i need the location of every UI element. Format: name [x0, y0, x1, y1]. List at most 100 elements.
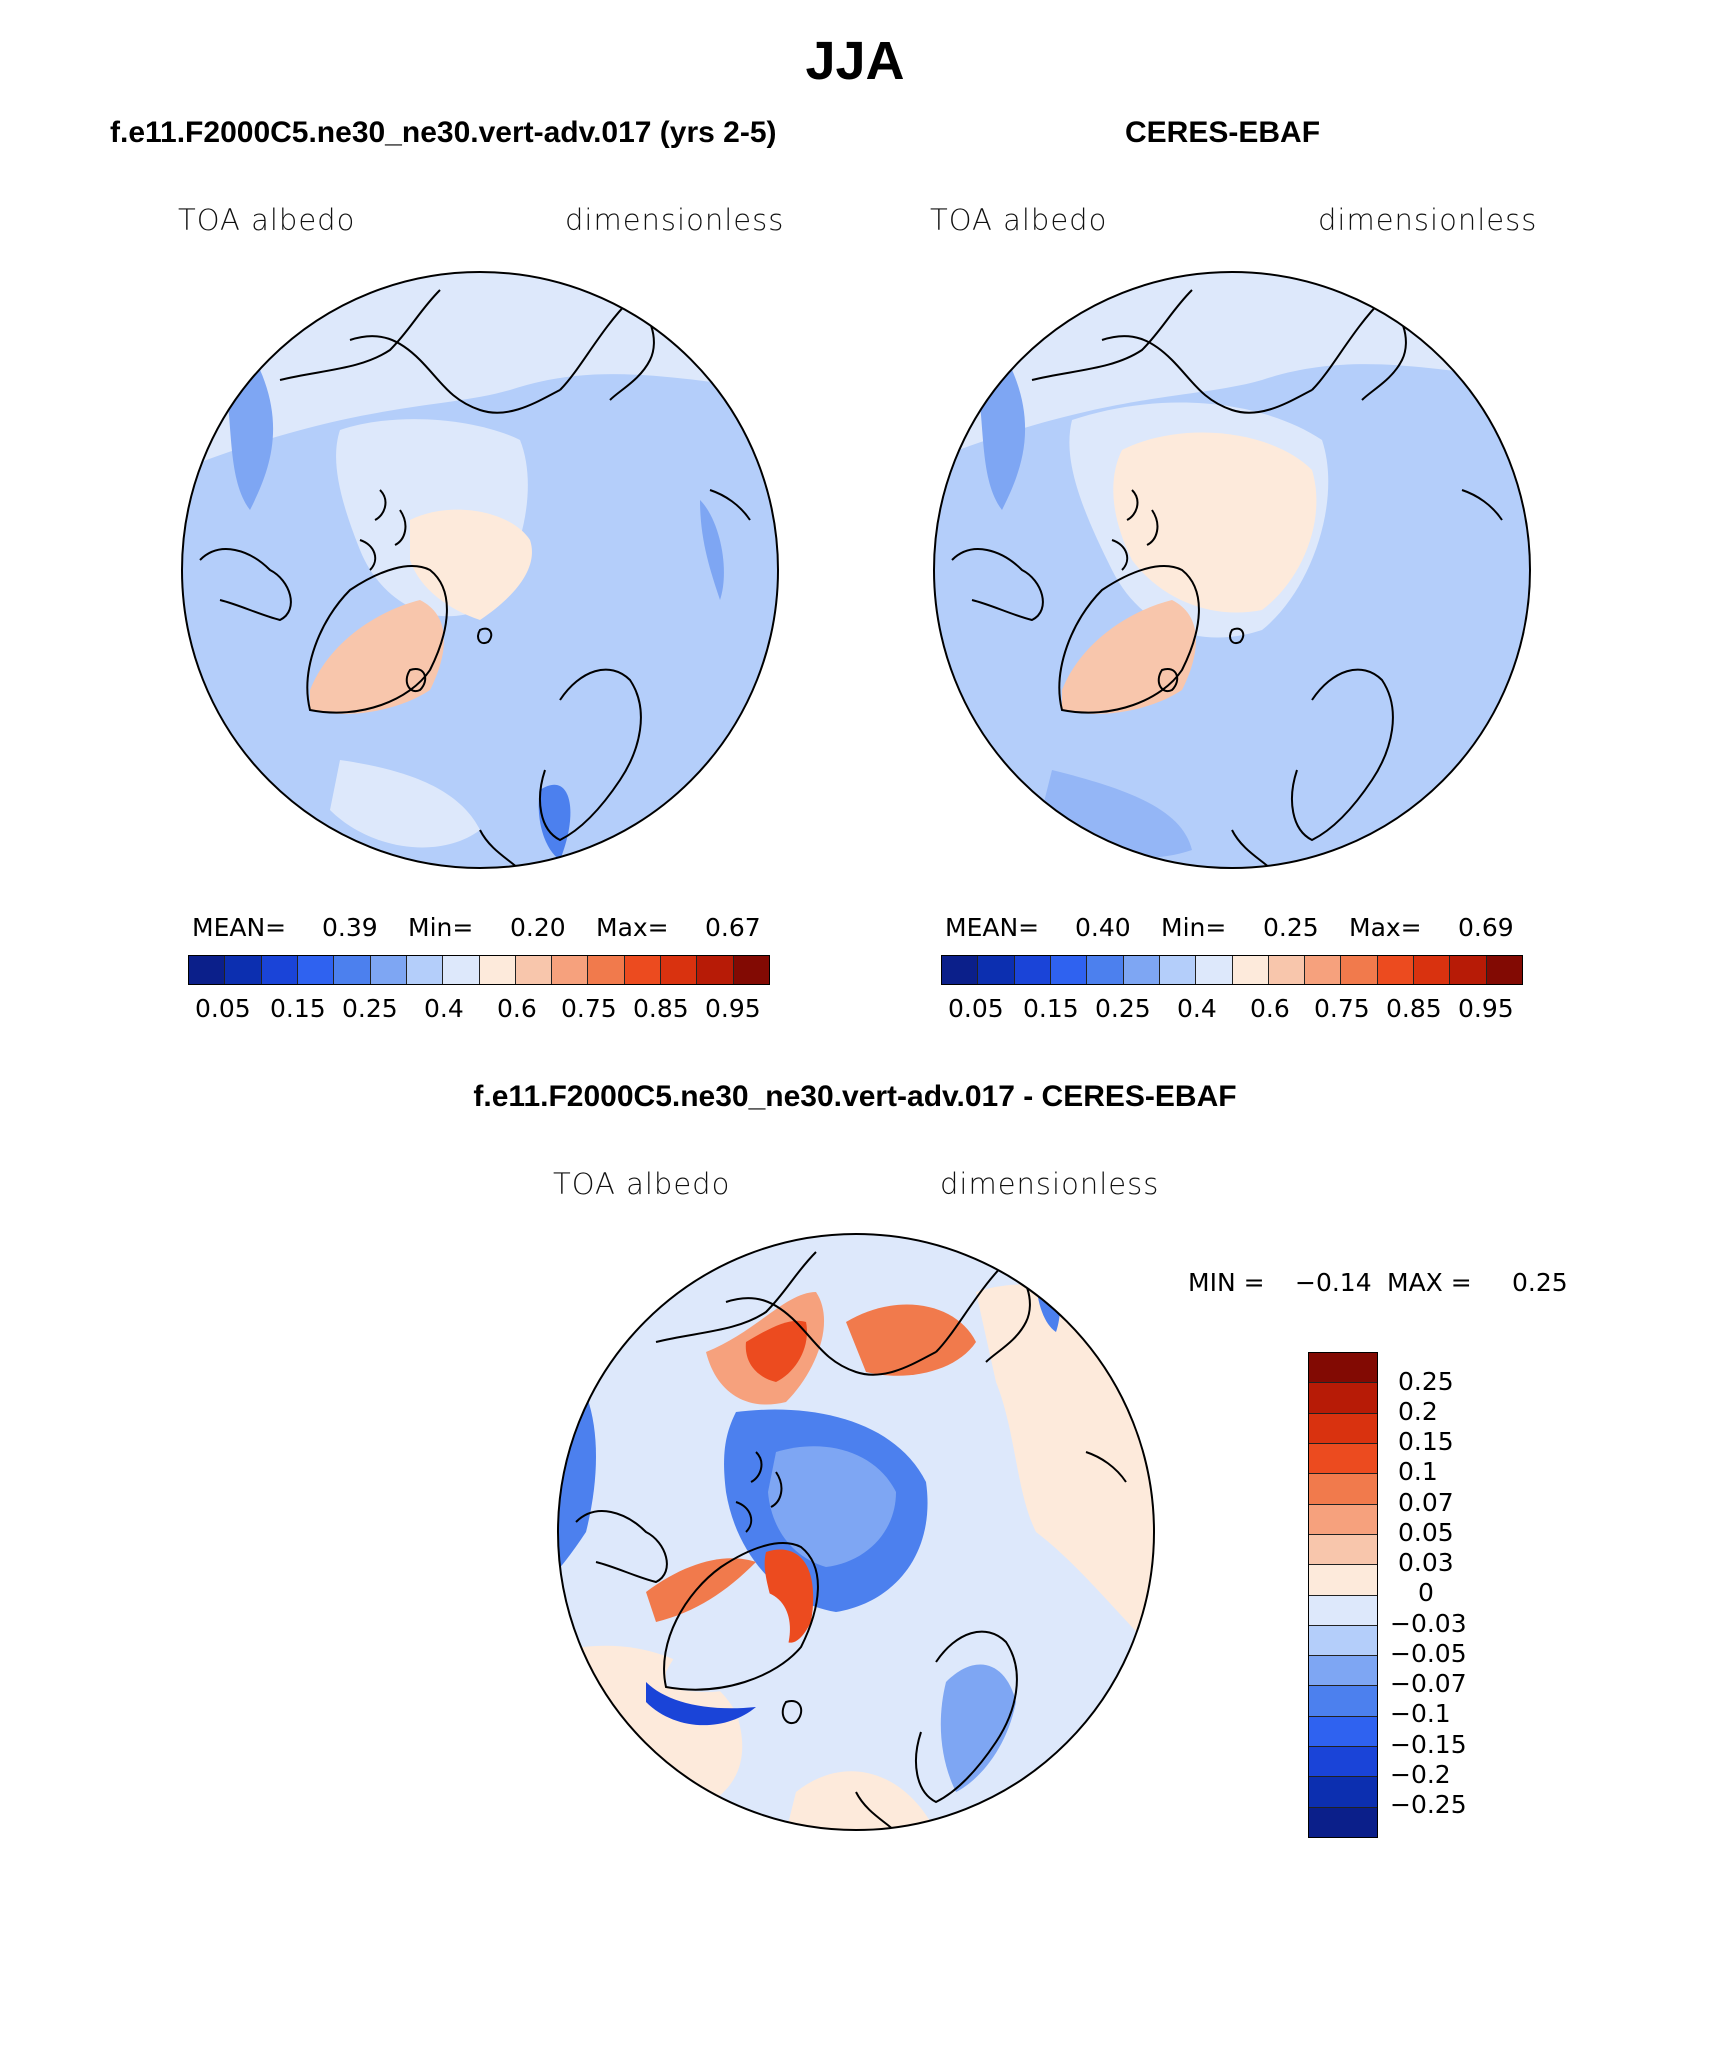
diff-tick-9: −0.03	[1390, 1609, 1467, 1638]
diff-tick-5: 0.07	[1398, 1488, 1454, 1517]
obs-tick-4: 0.4	[1177, 994, 1217, 1023]
obs-mean-label: MEAN=	[945, 913, 1040, 942]
model-tick-5: 0.6	[497, 994, 537, 1023]
model-units-label: dimensionless	[565, 203, 785, 237]
model-polar-map	[181, 271, 779, 869]
model-north-land-field	[182, 272, 778, 470]
diff-max-value: 0.25	[1512, 1268, 1568, 1297]
model-min-value: 0.20	[510, 913, 566, 942]
obs-max-value: 0.69	[1458, 913, 1514, 942]
model-max-label: Max=	[596, 913, 669, 942]
diff-min-value: −0.14	[1295, 1268, 1372, 1297]
diff-colorbar-swatch-12	[1309, 1686, 1377, 1717]
diff-scandinavia-negative	[940, 1664, 1016, 1792]
model-tick-4: 0.4	[424, 994, 464, 1023]
model-map-boundary	[181, 271, 779, 869]
obs-tick-6: 0.75	[1314, 994, 1370, 1023]
diff-colorbar-swatch-9	[1309, 1595, 1377, 1626]
obs-map-boundary	[933, 271, 1531, 869]
model-colorbar-swatch-13	[624, 956, 662, 984]
diff-tick-10: −0.05	[1390, 1639, 1467, 1668]
model-colorbar-swatch-2	[225, 956, 262, 984]
diff-colorbar-swatch-2	[1309, 1383, 1377, 1414]
model-tick-3: 0.25	[342, 994, 398, 1023]
diff-units-label: dimensionless	[940, 1167, 1160, 1201]
obs-colorbar-swatch-6	[1123, 956, 1160, 984]
diff-variable-label: TOA albedo	[553, 1167, 731, 1201]
obs-colorbar-swatch-7	[1159, 956, 1197, 984]
model-mean-value: 0.39	[322, 913, 378, 942]
obs-tick-7: 0.85	[1386, 994, 1442, 1023]
model-colorbar-swatch-4	[297, 956, 335, 984]
diff-min-label: MIN =	[1188, 1268, 1265, 1297]
diff-tick-13: −0.15	[1390, 1730, 1467, 1759]
model-tick-2: 0.15	[270, 994, 326, 1023]
diff-greenland-interior	[666, 1592, 790, 1692]
diff-colorbar-swatch-15	[1309, 1777, 1377, 1808]
obs-colorbar	[941, 955, 1523, 985]
obs-greenland-field	[1062, 600, 1196, 714]
obs-units-label: dimensionless	[1318, 203, 1538, 237]
obs-tick-2: 0.15	[1023, 994, 1079, 1023]
model-min-label: Min=	[408, 913, 474, 942]
diff-colorbar-swatch-4	[1309, 1443, 1377, 1475]
model-colorbar-swatch-6	[370, 956, 407, 984]
model-greenland-field	[310, 600, 444, 714]
model-colorbar-swatch-7	[406, 956, 444, 984]
model-max-value: 0.67	[705, 913, 761, 942]
diff-greenland-margin-negative	[646, 1682, 756, 1726]
model-pacific-patch	[700, 500, 724, 600]
diff-colorbar-swatch-13	[1309, 1716, 1377, 1748]
model-mean-label: MEAN=	[192, 913, 287, 942]
model-colorbar	[188, 955, 770, 985]
model-colorbar-swatch-15	[697, 956, 734, 984]
diff-colorbar-swatch-8	[1309, 1565, 1377, 1596]
model-colorbar-swatch-14	[661, 956, 698, 984]
diff-colorbar-swatch-7	[1309, 1534, 1377, 1566]
model-colorbar-swatch-11	[552, 956, 589, 984]
diff-siberia-core	[745, 1320, 807, 1382]
diff-alaska-positive	[846, 1304, 976, 1376]
model-tick-8: 0.95	[705, 994, 761, 1023]
obs-variable-label: TOA albedo	[930, 203, 1108, 237]
diff-tick-2: 0.2	[1398, 1397, 1438, 1426]
model-colorbar-swatch-10	[515, 956, 553, 984]
diff-map-boundary	[557, 1233, 1155, 1831]
obs-north-land-field	[934, 272, 1530, 460]
obs-panel-title: CERES-EBAF	[1125, 116, 1321, 149]
diff-tick-7: 0.03	[1398, 1548, 1454, 1577]
diff-colorbar-swatch-3	[1309, 1413, 1377, 1444]
diff-colorbar-swatch-6	[1309, 1504, 1377, 1535]
obs-min-label: Min=	[1161, 913, 1227, 942]
diff-colorbar-swatch-1	[1309, 1353, 1377, 1384]
obs-colorbar-swatch-13	[1377, 956, 1415, 984]
diff-polar-map	[557, 1233, 1155, 1831]
diff-tick-15: −0.25	[1390, 1790, 1467, 1819]
main-title: JJA	[805, 31, 905, 91]
diff-colorbar-swatch-14	[1309, 1747, 1377, 1778]
model-tick-6: 0.75	[561, 994, 617, 1023]
obs-colorbar-swatch-5	[1087, 956, 1124, 984]
obs-tick-5: 0.6	[1250, 994, 1290, 1023]
obs-colorbar-swatch-9	[1232, 956, 1269, 984]
obs-colorbar-swatch-4	[1050, 956, 1088, 984]
model-tick-1: 0.05	[195, 994, 251, 1023]
obs-coastlines	[951, 289, 1503, 868]
model-coastlines	[199, 289, 751, 868]
diff-max-label: MAX =	[1387, 1268, 1472, 1297]
obs-colorbar-swatch-12	[1341, 956, 1378, 984]
diff-tick-3: 0.15	[1398, 1427, 1454, 1456]
obs-colorbar-swatch-8	[1196, 956, 1233, 984]
diff-panel-title: f.e11.F2000C5.ne30_ne30.vert-adv.017 - C…	[473, 1080, 1237, 1113]
model-colorbar-swatch-3	[261, 956, 298, 984]
model-panel-title: f.e11.F2000C5.ne30_ne30.vert-adv.017 (yr…	[110, 116, 777, 149]
diff-colorbar-swatch-5	[1309, 1474, 1377, 1505]
model-baltic-patch	[538, 784, 571, 860]
model-colorbar-swatch-12	[588, 956, 625, 984]
model-colorbar-swatch-9	[479, 956, 516, 984]
obs-polar-map	[933, 271, 1531, 869]
obs-colorbar-swatch-11	[1305, 956, 1342, 984]
model-colorbar-swatch-5	[334, 956, 371, 984]
model-atlantic-patch	[330, 760, 480, 848]
diff-tick-6: 0.05	[1398, 1518, 1454, 1547]
